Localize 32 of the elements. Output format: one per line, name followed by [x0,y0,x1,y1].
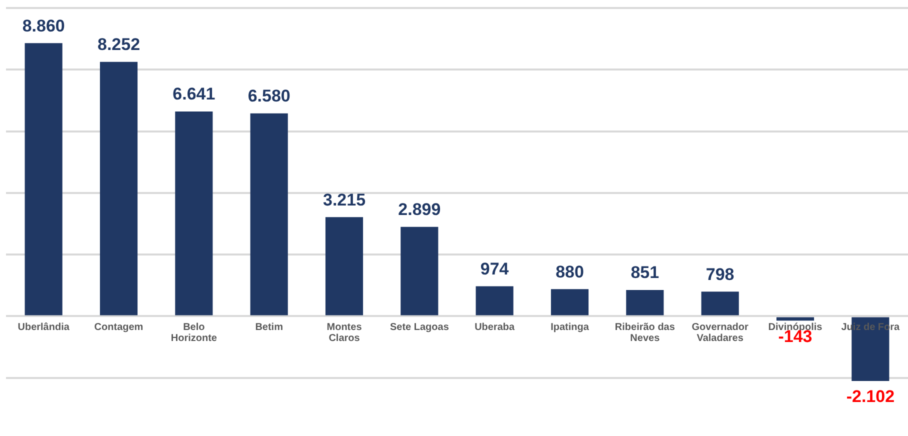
bar [476,286,514,316]
data-label: 6.580 [248,86,290,106]
data-label: 974 [480,259,510,278]
bar [325,217,364,316]
bar [550,289,589,316]
x-tick-label: Montes Claros [326,322,362,344]
data-label: 798 [706,264,734,284]
x-tick-label: Contagem [94,322,144,333]
data-label: 8.860 [22,16,65,36]
bar [100,62,138,316]
bar [776,317,814,321]
data-label: 880 [556,262,584,282]
x-tick-label: Uberaba [474,322,516,333]
bar [400,226,438,316]
x-tick-label: Belo Horizonte [170,322,218,344]
data-label: 2.899 [398,200,441,220]
data-label: -2.102 [846,387,895,406]
data-label: 8.252 [97,35,140,54]
bar [626,290,664,316]
x-tick-label: Sete Lagoas [390,322,450,333]
x-tick-label: Ipatinga [550,322,590,333]
data-label: 6.641 [172,84,216,104]
bar [175,112,213,316]
data-label: 851 [630,263,660,282]
x-tick-label: Betim [255,322,284,333]
x-tick-label: Ribeirão das Neves [614,322,676,344]
x-tick-label: Uberlândia [18,322,70,333]
x-tick-label: Governador Valadares [692,322,749,344]
bar [24,43,62,316]
data-label: 3.215 [322,190,366,210]
bar [701,292,739,316]
bar [250,113,288,316]
